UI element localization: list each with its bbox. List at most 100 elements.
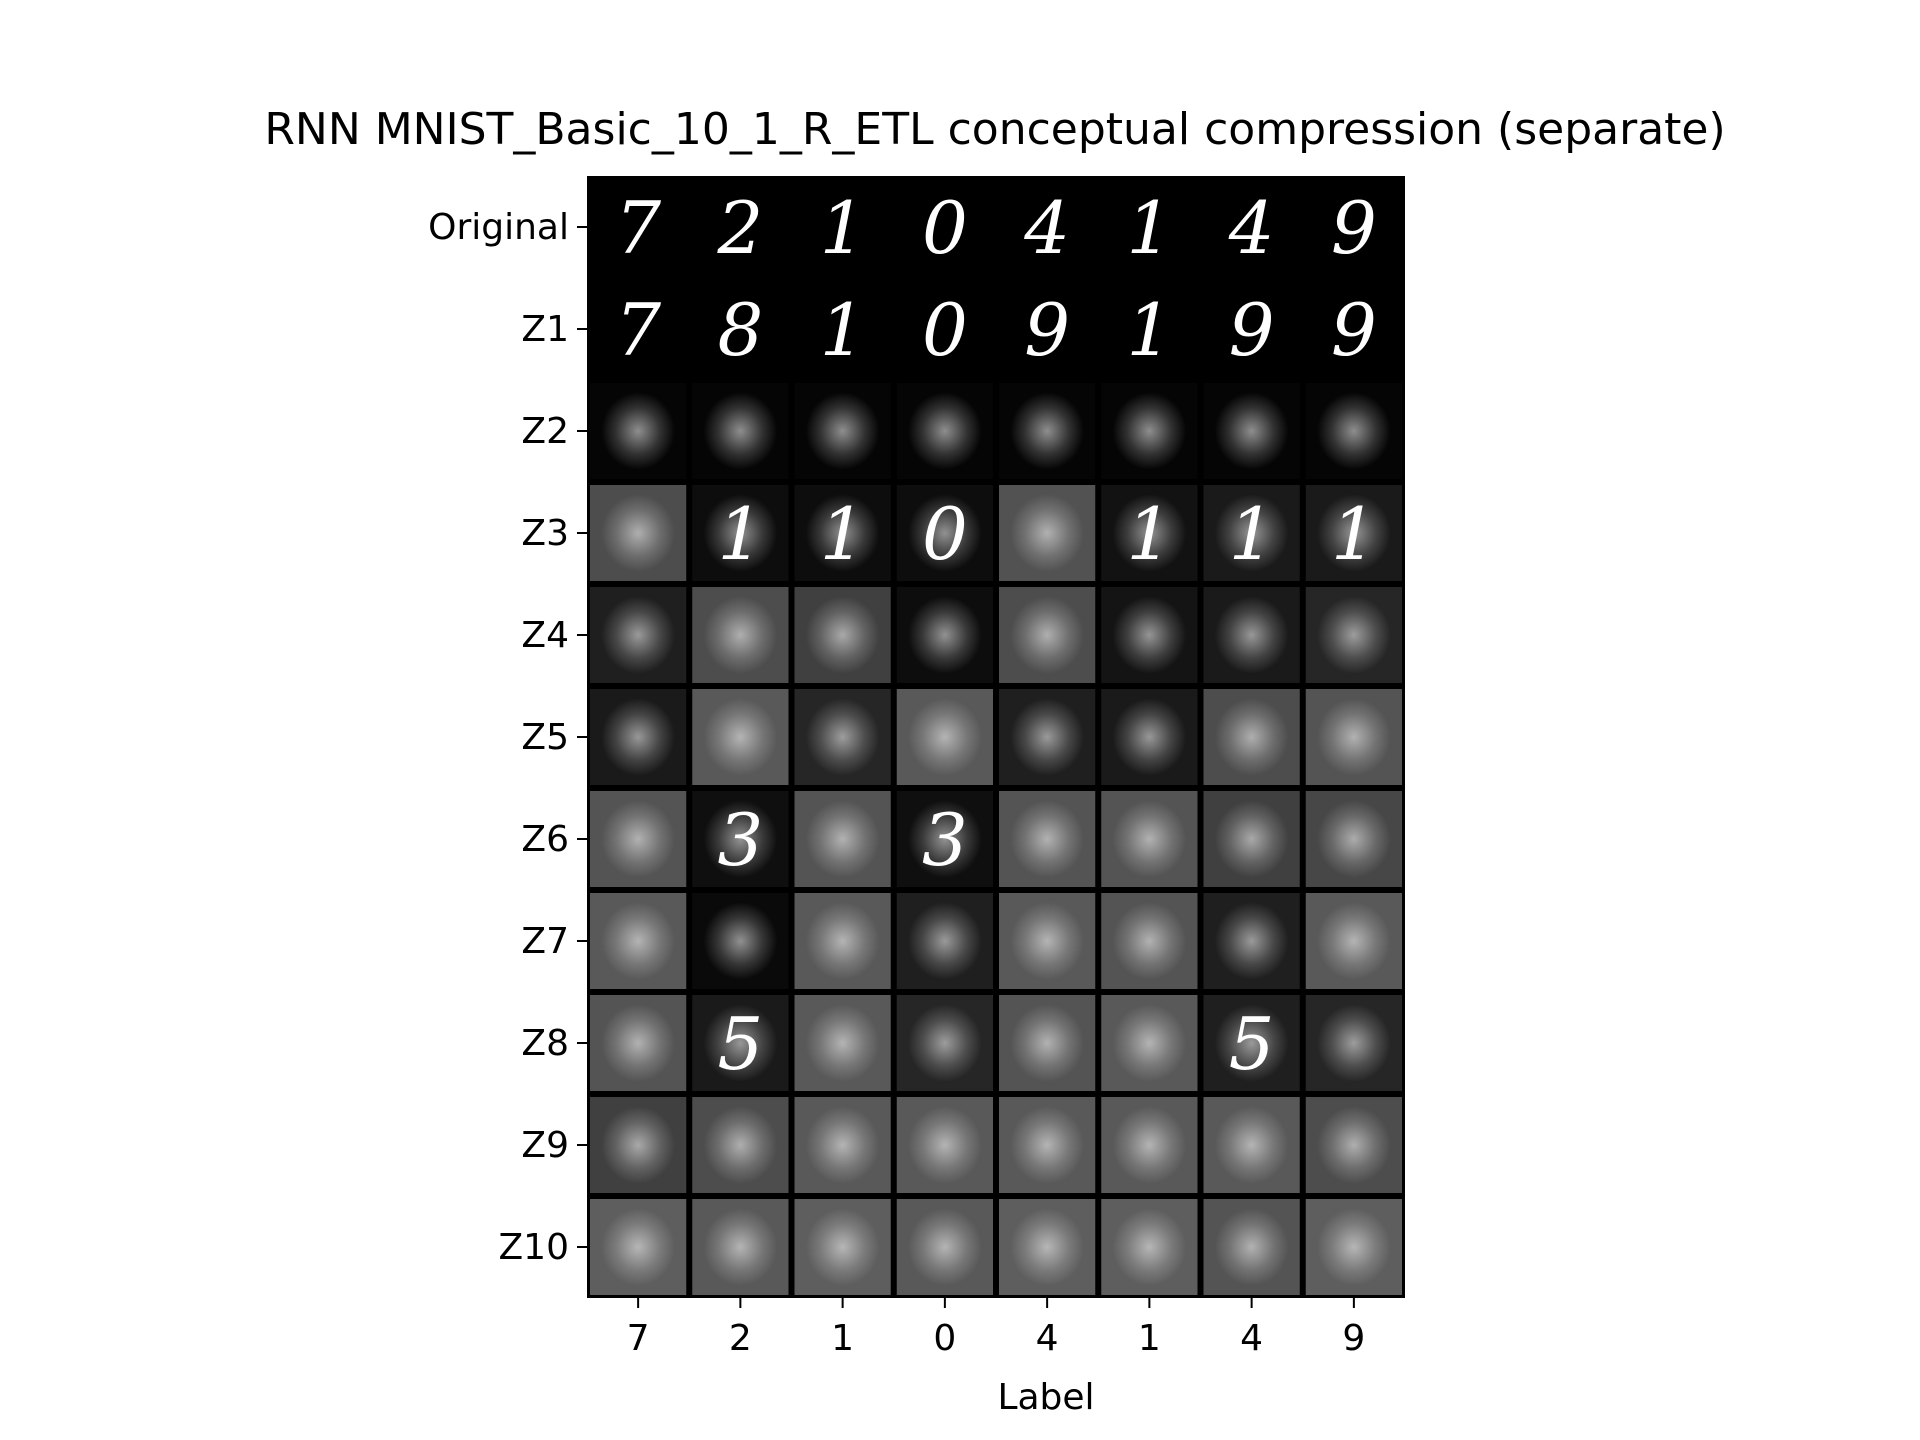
image-cell: 1 [1101, 179, 1198, 275]
y-tick-label: Z8 [521, 1023, 569, 1064]
y-tick-label: Z1 [521, 309, 569, 350]
cell-digit: 1 [1126, 288, 1172, 372]
image-cell: 4 [1203, 179, 1300, 275]
x-ticks: 7 2 1 0 4 1 4 9 [627, 1298, 1365, 1359]
cell-digit: 5 [1229, 1002, 1275, 1086]
image-cell [794, 383, 891, 479]
cell-digit: 2 [716, 186, 763, 270]
y-tick-label: Original [428, 207, 569, 248]
chart-title: RNN MNIST_Basic_10_1_R_ETL conceptual co… [264, 104, 1726, 155]
image-cell [590, 1097, 687, 1193]
image-cell [999, 689, 1096, 785]
image-cell: 1 [692, 485, 789, 581]
y-tick-label: Z3 [521, 513, 569, 554]
image-cell [1101, 791, 1198, 887]
image-cell [590, 995, 687, 1091]
image-cell: 9 [1305, 179, 1402, 275]
image-cell [999, 791, 1096, 887]
image-cell: 0 [896, 179, 993, 275]
x-tick-label: 1 [831, 1318, 854, 1359]
image-cell: 0 [896, 485, 993, 581]
image-cell [590, 689, 687, 785]
cell-digit: 1 [820, 492, 866, 576]
cell-digit: 4 [1228, 186, 1275, 270]
image-cell: 0 [896, 281, 993, 377]
image-cell [1203, 383, 1300, 479]
image-cell [794, 689, 891, 785]
image-cell [1101, 1199, 1198, 1295]
cell-digit: 4 [1023, 186, 1070, 270]
y-tick-label: Z7 [521, 921, 569, 962]
image-cell [590, 893, 687, 989]
image-cell: 9 [1305, 281, 1402, 377]
image-cell: 2 [692, 179, 789, 275]
cell-digit: 1 [1126, 186, 1172, 270]
image-cell [692, 587, 789, 683]
image-cell: 3 [896, 791, 993, 887]
image-cell [692, 893, 789, 989]
cell-digit: 9 [1024, 288, 1070, 372]
image-cell: 1 [1101, 281, 1198, 377]
y-ticks: Original Z1 Z2 Z3 Z4 Z5 Z6 Z7 Z8 Z9 Z10 [428, 207, 587, 1268]
cell-digit: 0 [922, 186, 968, 270]
cell-digit: 3 [922, 798, 968, 882]
cell-digit: 0 [922, 492, 968, 576]
image-cell [692, 383, 789, 479]
image-cell [1203, 689, 1300, 785]
x-tick-label: 4 [1036, 1318, 1059, 1359]
image-cell [999, 383, 1096, 479]
image-cell [794, 587, 891, 683]
image-cell: 3 [692, 791, 789, 887]
image-cell [999, 587, 1096, 683]
image-cell [896, 893, 993, 989]
y-tick-label: Z5 [521, 717, 569, 758]
cell-digit: 1 [1331, 492, 1377, 576]
image-cell [896, 1199, 993, 1295]
cell-digit: 1 [717, 492, 763, 576]
x-tick-label: 7 [627, 1318, 650, 1359]
image-cell [1101, 995, 1198, 1091]
y-tick-label: Z9 [521, 1125, 569, 1166]
image-cell [1305, 1199, 1402, 1295]
image-cell [1305, 893, 1402, 989]
image-cell [999, 1199, 1096, 1295]
image-cell: 9 [999, 281, 1096, 377]
image-cell [1101, 587, 1198, 683]
cell-digit: 1 [1126, 492, 1172, 576]
image-cell [999, 1097, 1096, 1193]
image-cell [1203, 791, 1300, 887]
cell-digit: 0 [922, 288, 968, 372]
image-cell [896, 689, 993, 785]
image-cell [590, 587, 687, 683]
image-cell [590, 791, 687, 887]
image-cell [590, 485, 687, 581]
cell-digit: 3 [717, 798, 763, 882]
cell-digit: 8 [717, 288, 763, 372]
image-cell [1203, 1199, 1300, 1295]
image-cell: 5 [1203, 995, 1300, 1091]
image-cell [999, 893, 1096, 989]
image-cell: 4 [999, 179, 1096, 275]
image-cell [1305, 1097, 1402, 1193]
image-cell [692, 1199, 789, 1295]
image-cell: 1 [794, 281, 891, 377]
image-cell [692, 689, 789, 785]
image-cell [590, 383, 687, 479]
x-tick-label: 1 [1138, 1318, 1161, 1359]
cell-digit: 7 [615, 288, 661, 372]
image-cell: 1 [1203, 485, 1300, 581]
cell-digit: 7 [615, 186, 661, 270]
image-cell [896, 1097, 993, 1193]
image-cell [794, 1097, 891, 1193]
image-cell [1305, 383, 1402, 479]
x-tick-label: 9 [1342, 1318, 1365, 1359]
image-cell [896, 995, 993, 1091]
image-cell [590, 1199, 687, 1295]
image-cell: 7 [590, 281, 687, 377]
x-tick-label: 4 [1240, 1318, 1263, 1359]
image-cell [1305, 995, 1402, 1091]
image-cell: 1 [1305, 485, 1402, 581]
cell-digit: 5 [717, 1002, 763, 1086]
image-cell [896, 587, 993, 683]
image-cell [794, 791, 891, 887]
